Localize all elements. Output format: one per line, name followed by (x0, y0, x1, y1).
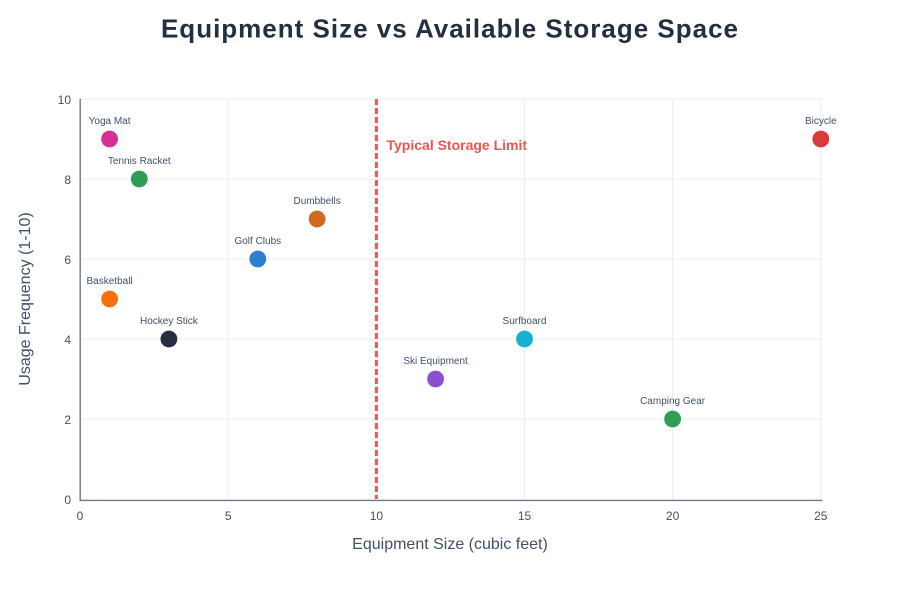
svg-text:Equipment Size vs Available St: Equipment Size vs Available Storage Spac… (161, 14, 739, 44)
svg-text:5: 5 (225, 509, 232, 523)
svg-text:0: 0 (64, 493, 71, 507)
svg-text:8: 8 (64, 173, 71, 187)
svg-text:Tennis Racket: Tennis Racket (108, 156, 171, 167)
svg-text:10: 10 (370, 509, 384, 523)
svg-text:25: 25 (814, 509, 828, 523)
svg-text:Hockey Stick: Hockey Stick (140, 316, 199, 327)
svg-text:Dumbbells: Dumbbells (293, 196, 340, 207)
svg-text:Typical Storage Limit: Typical Storage Limit (387, 137, 528, 153)
svg-text:2: 2 (64, 413, 71, 427)
svg-text:Equipment Size (cubic feet): Equipment Size (cubic feet) (352, 536, 548, 553)
svg-text:Camping Gear: Camping Gear (640, 396, 706, 407)
svg-text:10: 10 (58, 93, 72, 107)
svg-text:Yoga Mat: Yoga Mat (89, 116, 131, 127)
svg-text:4: 4 (64, 333, 71, 347)
svg-text:15: 15 (518, 509, 532, 523)
svg-text:6: 6 (64, 253, 71, 267)
svg-text:Golf Clubs: Golf Clubs (234, 236, 281, 247)
svg-text:Basketball: Basketball (87, 276, 133, 287)
svg-text:Usage Frequency (1-10): Usage Frequency (1-10) (17, 212, 34, 385)
svg-text:Surfboard: Surfboard (503, 316, 547, 327)
svg-text:0: 0 (77, 509, 84, 523)
svg-text:Bicycle: Bicycle (805, 116, 837, 127)
svg-text:Ski Equipment: Ski Equipment (403, 356, 468, 367)
svg-text:20: 20 (666, 509, 680, 523)
